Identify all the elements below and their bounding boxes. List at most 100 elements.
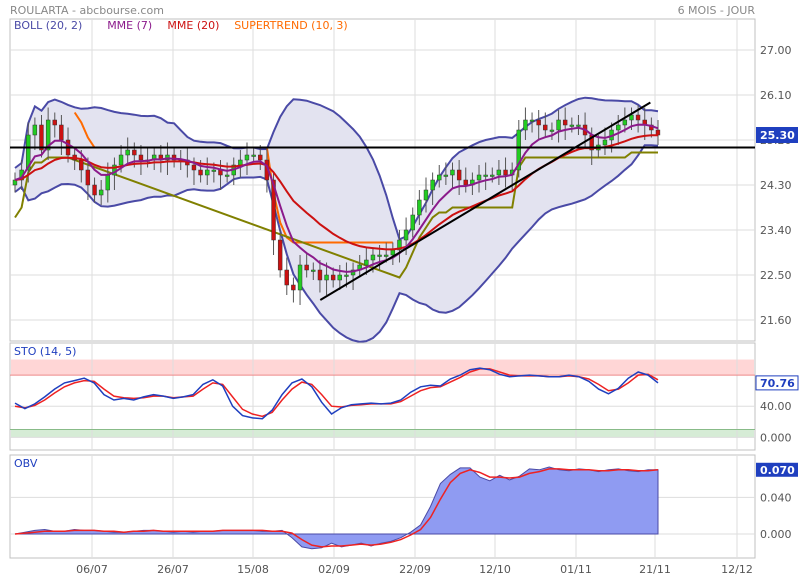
obv-last-marker: 0.070	[756, 462, 798, 477]
candle-body	[105, 174, 110, 191]
candle-body	[12, 179, 18, 186]
candle-body	[132, 149, 137, 156]
price-tick-label: 21.60	[760, 314, 792, 327]
candle-body	[377, 254, 382, 257]
candle-body	[324, 274, 329, 281]
candle-body	[417, 199, 422, 216]
stochastic-grid	[10, 344, 755, 449]
stochastic-panel: 40.00 0.000 STO (14, 5) 70.76	[9, 342, 799, 451]
stochastic-last-box	[755, 375, 799, 391]
x-tick-label: 15/08	[237, 563, 269, 576]
last-price-label: 25.30	[760, 129, 795, 142]
x-tick-label: 01/11	[560, 563, 592, 576]
candle-body	[118, 154, 124, 166]
x-tick-label: 02/09	[318, 563, 350, 576]
legend-item: MME (7)	[107, 19, 152, 32]
legend-item: BOLL (20, 2)	[14, 19, 82, 32]
candle-body	[549, 129, 555, 132]
candle-body	[244, 154, 250, 161]
candle-body	[443, 174, 449, 177]
price-tick-label: 23.40	[760, 224, 792, 237]
candle-body	[403, 229, 409, 241]
stochastic-k-line	[14, 367, 659, 420]
candle-body	[516, 129, 521, 171]
candle-body	[463, 179, 468, 186]
candle-body	[271, 179, 276, 241]
stochastic-tick-label: 0.000	[760, 431, 792, 444]
price-tick-label: 27.00	[760, 44, 792, 57]
candle-body	[364, 259, 369, 266]
candle-body	[191, 164, 197, 171]
stochastic-tick-label: 40.00	[760, 400, 792, 413]
obv-panel: 0.040 0.000 OBV 0.070	[9, 454, 798, 559]
stochastic-last-marker: 70.76	[755, 375, 799, 391]
x-tick-label: 26/07	[157, 563, 189, 576]
candle-body	[171, 154, 177, 161]
price-tick-label: 26.10	[760, 89, 792, 102]
candle-body	[284, 269, 289, 286]
mme-7-line	[14, 123, 659, 273]
candle-body	[211, 169, 217, 172]
candle-body	[85, 169, 91, 186]
candle-body	[390, 249, 396, 256]
candle-body	[476, 174, 482, 181]
candle-body	[437, 174, 442, 181]
candle-body	[370, 254, 376, 261]
candle-body	[536, 119, 541, 126]
candle-body	[138, 154, 144, 161]
candlesticks	[12, 105, 661, 305]
overbought-zone	[11, 359, 754, 376]
candle-body	[198, 169, 203, 176]
header-period: 6 MOIS - JOUR	[678, 4, 756, 17]
obv-tick-label: 0.040	[760, 491, 792, 504]
obv-average-line	[14, 468, 659, 548]
candle-body	[410, 214, 415, 231]
x-axis: 06/07 26/07 15/08 02/09 22/09 12/10 01/11 21/11…	[76, 563, 753, 576]
legend-item: OBV	[14, 457, 38, 470]
candle-body	[503, 169, 508, 176]
legend-item: STO (14, 5)	[14, 345, 76, 358]
candle-body	[92, 184, 97, 196]
candle-body	[602, 139, 608, 146]
bollinger-upper-band	[14, 96, 659, 241]
candle-body	[32, 124, 38, 136]
candle-body	[125, 149, 130, 156]
candle-body	[622, 119, 628, 126]
legend-item: MME (20)	[167, 19, 219, 32]
candle-body	[337, 274, 342, 281]
obv-tick-label: 0.000	[760, 528, 792, 541]
x-tick-label: 22/09	[399, 563, 431, 576]
candle-body	[383, 254, 389, 257]
candle-body	[616, 124, 621, 131]
obv-y-axis: 0.040 0.000	[760, 491, 792, 541]
x-tick-label: 06/07	[76, 563, 108, 576]
candle-body	[655, 129, 661, 136]
candle-body	[39, 124, 44, 151]
candle-body	[297, 264, 303, 291]
candle-body	[45, 119, 51, 151]
candle-body	[523, 119, 528, 131]
header-title: ROULARTA - abcbourse.com	[10, 4, 164, 17]
candle-body	[344, 274, 349, 277]
candle-body	[205, 169, 210, 176]
candle-body	[291, 284, 296, 291]
candle-body	[430, 179, 435, 191]
candle-body	[238, 159, 243, 166]
x-tick-label: 12/10	[479, 563, 511, 576]
legend-item: SUPERTREND (10, 3)	[234, 19, 348, 32]
candle-body	[456, 169, 462, 181]
candle-body	[79, 159, 84, 171]
candle-body	[311, 269, 316, 272]
candle-body	[277, 239, 283, 271]
candle-body	[576, 124, 581, 127]
candle-body	[397, 239, 402, 251]
stochastic-last-label: 70.76	[760, 377, 795, 390]
candle-body	[629, 114, 634, 121]
obv-last-box	[756, 462, 798, 477]
obv-legend: OBV	[14, 457, 38, 470]
candle-body	[330, 274, 336, 281]
oversold-zone	[11, 429, 754, 438]
stochastic-legend: STO (14, 5)	[14, 345, 76, 358]
